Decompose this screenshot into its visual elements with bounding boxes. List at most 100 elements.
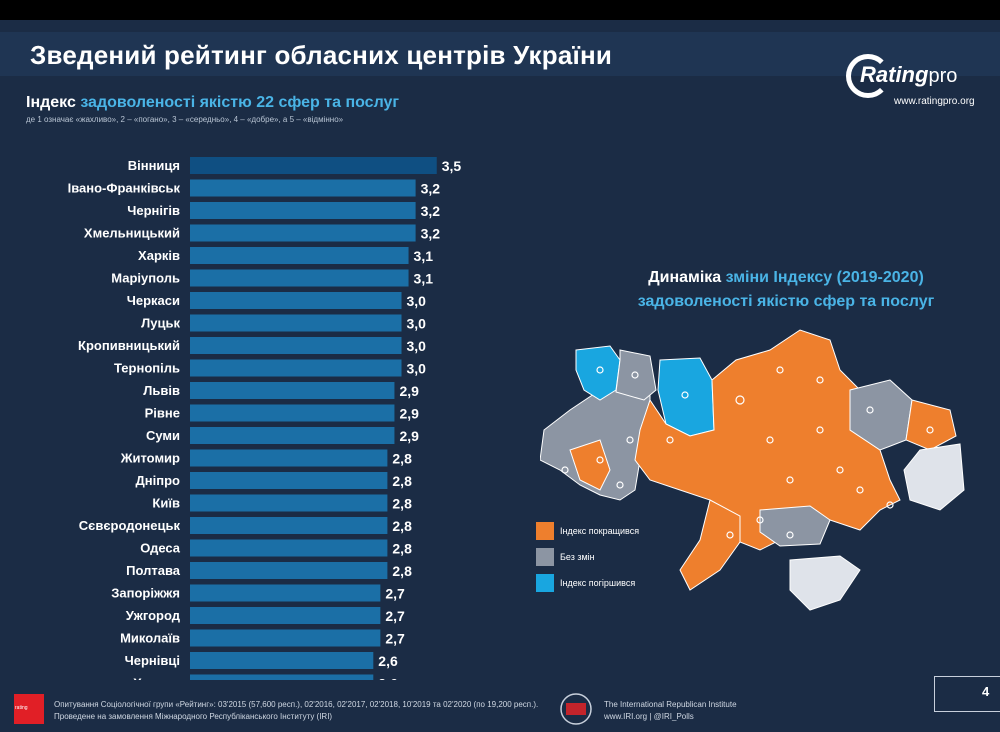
city-marker <box>786 476 794 484</box>
city-marker <box>786 531 794 539</box>
bar <box>190 359 402 377</box>
category-label: Суми <box>146 428 180 443</box>
category-label: Чернівці <box>125 653 180 668</box>
bar <box>190 157 437 174</box>
bar <box>190 202 416 219</box>
category-label: Львів <box>143 383 180 398</box>
city-marker <box>766 436 774 444</box>
category-label: Херсон <box>133 676 180 681</box>
map-legend: Індекс покращився Без змін Індекс погірш… <box>536 518 639 596</box>
value-label: 2,8 <box>392 451 412 467</box>
value-label: 3,0 <box>407 338 427 354</box>
city-marker <box>735 395 745 405</box>
bar <box>190 472 388 489</box>
value-label: 3,5 <box>442 158 462 174</box>
top-black-strip <box>0 0 1000 20</box>
bar <box>190 584 381 602</box>
city-marker <box>681 391 689 399</box>
page-number-box <box>934 676 1000 712</box>
ukraine-map <box>540 329 965 611</box>
category-label: Тернопіль <box>114 361 180 376</box>
iri-logo-icon <box>560 693 592 725</box>
category-label: Луцьк <box>141 316 180 331</box>
category-label: Харків <box>138 248 180 263</box>
map-region-blue-rivne <box>575 345 621 401</box>
bar <box>190 517 388 534</box>
bar <box>190 382 395 399</box>
category-label: Запоріжжя <box>111 586 180 601</box>
category-label: Кропивницький <box>78 338 180 353</box>
category-label: Хмельницький <box>84 226 180 241</box>
footer-rating-logo: rating <box>14 694 44 724</box>
value-label: 3,2 <box>421 181 441 197</box>
slide: Зведений рейтинг обласних центрів Україн… <box>0 20 1000 732</box>
city-marker <box>836 466 844 474</box>
value-label: 2,8 <box>392 518 412 534</box>
category-label: Вінниця <box>128 158 180 173</box>
bar <box>190 427 395 444</box>
iri-name: The International Republican Institute <box>604 700 737 709</box>
city-marker <box>866 406 874 414</box>
category-label: Рівне <box>145 406 180 421</box>
city-marker <box>666 436 674 444</box>
footer: rating Опитування Соціологічної групи «Р… <box>0 692 1000 732</box>
city-marker <box>596 456 604 464</box>
city-marker <box>856 486 864 494</box>
bar <box>190 224 416 242</box>
category-label: Маріуполь <box>111 271 180 286</box>
rating-pro-logo: Ratingpro www.ratingpro.org <box>846 54 996 114</box>
legend-item: Без змін <box>536 544 639 570</box>
city-marker <box>926 426 934 434</box>
map-region-grey-kherson <box>759 505 831 547</box>
bar <box>190 562 388 579</box>
value-label: 2,9 <box>399 428 419 444</box>
category-label: Івано-Франківськ <box>68 181 181 196</box>
legend-item: Індекс погіршився <box>536 570 639 596</box>
bar <box>190 292 402 309</box>
city-marker <box>886 501 894 509</box>
value-label: 3,2 <box>421 203 441 219</box>
value-label: 2,8 <box>392 563 412 579</box>
bar <box>190 494 388 512</box>
bar <box>190 449 388 467</box>
iri-links: www.IRI.org | @IRI_Polls <box>604 712 694 721</box>
category-label: Дніпро <box>136 473 181 488</box>
map-region-grey-lutsk <box>615 349 657 401</box>
value-label: 3,2 <box>421 226 441 242</box>
slide-title: Зведений рейтинг обласних центрів Україн… <box>30 40 613 70</box>
legend-swatch-worsened <box>536 574 554 592</box>
chart-subtitle: Індекс задоволеності якістю 22 сфер та п… <box>26 94 400 111</box>
city-marker <box>776 366 784 374</box>
value-label: 3,1 <box>414 271 434 287</box>
city-marker <box>626 436 634 444</box>
map-region-orange-odesa <box>679 499 741 591</box>
bar <box>190 314 402 332</box>
bar <box>190 247 409 264</box>
legend-item: Індекс покращився <box>536 518 639 544</box>
city-marker <box>596 366 604 374</box>
value-label: 2,8 <box>392 541 412 557</box>
value-label: 2,7 <box>385 631 405 647</box>
logo-ring-icon <box>846 54 890 98</box>
map-title: Динаміка зміни Індексу (2019-2020) задов… <box>637 269 935 310</box>
bar <box>190 179 416 197</box>
value-label: 3,0 <box>407 361 427 377</box>
category-label: Черкаси <box>127 293 180 308</box>
bar <box>190 629 381 647</box>
city-marker <box>561 466 569 474</box>
category-label: Київ <box>152 496 180 511</box>
value-label: 2,6 <box>378 676 398 681</box>
bar <box>190 652 374 669</box>
value-label: 3,0 <box>407 293 427 309</box>
footer-sponsor-line: Проведене на замовлення Міжнародного Рес… <box>54 712 333 721</box>
bar <box>190 269 409 287</box>
page-number: 4 <box>982 684 990 699</box>
category-label: Чернігів <box>127 203 180 218</box>
value-label: 3,0 <box>407 316 427 332</box>
category-label: Ужгород <box>126 608 181 623</box>
category-label: Полтава <box>126 563 181 578</box>
bar <box>190 539 388 557</box>
bar-chart: Вінниця 3,5 Івано-Франківськ 3,2 Чернігів 3,2… <box>68 157 462 681</box>
scale-note: де 1 означає «жахливо», 2 – «погано», 3 … <box>26 115 344 124</box>
city-marker <box>816 376 824 384</box>
